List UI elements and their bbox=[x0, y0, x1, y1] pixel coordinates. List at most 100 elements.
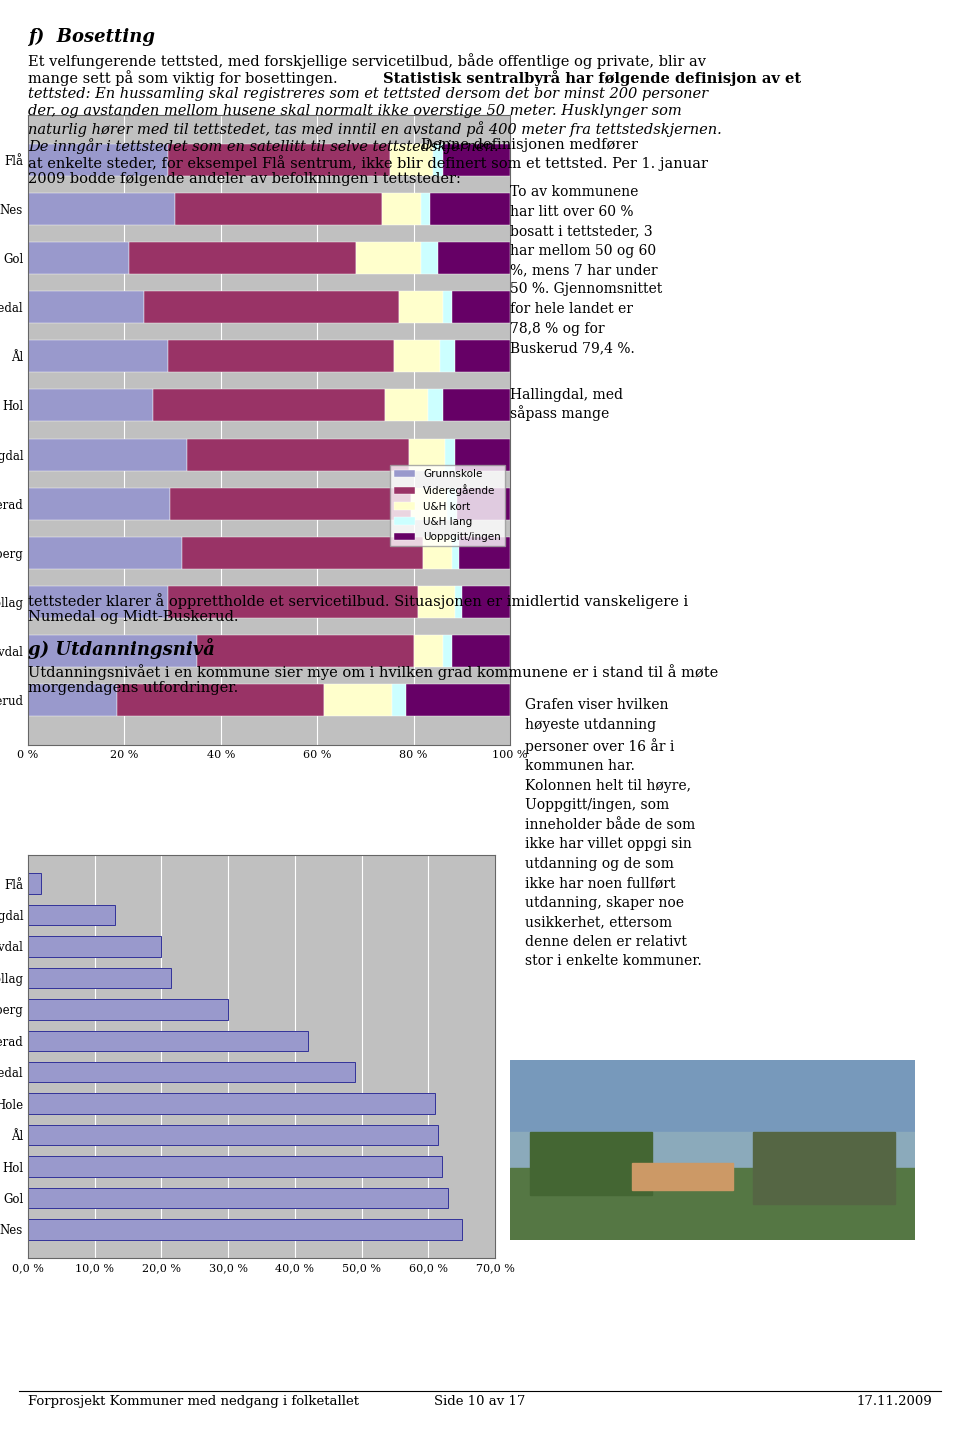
Bar bbox=[447, 488, 457, 519]
Bar bbox=[428, 390, 443, 421]
Bar bbox=[455, 341, 510, 372]
Bar bbox=[411, 488, 447, 519]
Text: f)  Bosetting: f) Bosetting bbox=[28, 27, 155, 46]
Bar bbox=[182, 537, 423, 569]
Bar bbox=[510, 1167, 915, 1240]
Legend: Grunnskole, Videregående, U&H kort, U&H lang, Uoppgitt/ingen: Grunnskole, Videregående, U&H kort, U&H … bbox=[390, 465, 505, 545]
Bar bbox=[510, 1131, 915, 1177]
Text: såpass mange: såpass mange bbox=[510, 405, 610, 421]
Bar bbox=[443, 144, 510, 176]
Text: morgendagens utfordringer.: morgendagens utfordringer. bbox=[28, 681, 238, 696]
Bar bbox=[28, 635, 197, 667]
Bar bbox=[28, 937, 161, 957]
Bar bbox=[385, 390, 428, 421]
Bar bbox=[753, 1131, 895, 1203]
Text: tettsted: En hussamling skal registreres som et tettsted dersom det bor minst 20: tettsted: En hussamling skal registreres… bbox=[28, 87, 708, 101]
Bar bbox=[117, 684, 324, 716]
Bar bbox=[28, 873, 41, 893]
Bar bbox=[392, 684, 406, 716]
Bar bbox=[170, 488, 411, 519]
Bar bbox=[433, 144, 443, 176]
Bar bbox=[414, 635, 443, 667]
Bar bbox=[168, 144, 390, 176]
Bar bbox=[28, 905, 115, 925]
Bar bbox=[443, 291, 452, 323]
Text: g) Utdanningsnivå: g) Utdanningsnivå bbox=[28, 638, 215, 659]
Bar bbox=[28, 1094, 435, 1114]
Bar bbox=[28, 242, 130, 274]
Bar bbox=[28, 1126, 439, 1146]
Text: To av kommunene
har litt over 60 %
bosatt i tettsteder, 3
har mellom 50 og 60
%,: To av kommunene har litt over 60 % bosat… bbox=[510, 185, 662, 355]
Bar bbox=[28, 1188, 448, 1208]
Text: 17.11.2009: 17.11.2009 bbox=[856, 1395, 932, 1408]
Text: 2009 bodde følgende andeler av befolkningen i tettsteder:: 2009 bodde følgende andeler av befolknin… bbox=[28, 172, 461, 186]
Bar bbox=[28, 684, 117, 716]
Text: Utdanningsnivået i en kommune sier mye om i hvilken grad kommunene er i stand ti: Utdanningsnivået i en kommune sier mye o… bbox=[28, 664, 718, 680]
Bar bbox=[168, 341, 395, 372]
Text: Forprosjekt Kommuner med nedgang i folketallet: Forprosjekt Kommuner med nedgang i folke… bbox=[28, 1395, 359, 1408]
Bar bbox=[144, 291, 399, 323]
Bar bbox=[175, 193, 382, 225]
Bar bbox=[28, 1156, 442, 1177]
Bar bbox=[399, 291, 443, 323]
Bar bbox=[28, 439, 187, 470]
Bar bbox=[430, 193, 510, 225]
Bar bbox=[130, 242, 356, 274]
Bar bbox=[452, 291, 510, 323]
Text: Statistisk sentralbyrå har følgende definisjon av et: Statistisk sentralbyrå har følgende defi… bbox=[383, 71, 802, 87]
Bar bbox=[420, 193, 430, 225]
Text: naturlig hører med til tettstedet, tas med inntil en avstand på 400 meter fra te: naturlig hører med til tettstedet, tas m… bbox=[28, 121, 722, 137]
Bar bbox=[510, 1061, 915, 1141]
Bar bbox=[530, 1131, 652, 1195]
Text: tettsteder klarer å opprettholde et servicetilbud. Situasjonen er imidlertid van: tettsteder klarer å opprettholde et serv… bbox=[28, 593, 688, 609]
Bar bbox=[28, 1219, 462, 1240]
Bar bbox=[28, 999, 228, 1020]
Bar bbox=[28, 586, 168, 618]
Text: Numedal og Midt-Buskerud.: Numedal og Midt-Buskerud. bbox=[28, 610, 238, 623]
Bar bbox=[28, 144, 168, 176]
Text: mange sett på som viktig for bosettingen.: mange sett på som viktig for bosettingen… bbox=[28, 71, 343, 87]
Bar bbox=[28, 537, 182, 569]
Bar bbox=[457, 488, 510, 519]
Bar bbox=[423, 537, 452, 569]
Bar bbox=[632, 1163, 732, 1189]
Text: der, og avstanden mellom husene skal normalt ikke overstige 50 meter. Husklynger: der, og avstanden mellom husene skal nor… bbox=[28, 104, 682, 118]
Bar bbox=[444, 439, 455, 470]
Text: Grafen viser hvilken
høyeste utdanning
personer over 16 år i
kommunen har.
Kolon: Grafen viser hvilken høyeste utdanning p… bbox=[525, 698, 702, 968]
Text: Side 10 av 17: Side 10 av 17 bbox=[434, 1395, 526, 1408]
Bar bbox=[382, 193, 420, 225]
Bar bbox=[395, 341, 440, 372]
Bar bbox=[460, 537, 510, 569]
Bar bbox=[168, 586, 419, 618]
Bar bbox=[443, 635, 452, 667]
Bar bbox=[420, 242, 438, 274]
Bar bbox=[28, 1062, 355, 1082]
Bar bbox=[324, 684, 392, 716]
Bar bbox=[28, 291, 144, 323]
Bar bbox=[187, 439, 409, 470]
Bar bbox=[154, 390, 385, 421]
Bar bbox=[455, 586, 462, 618]
Bar bbox=[462, 586, 510, 618]
Bar bbox=[28, 488, 170, 519]
Text: Denne definisjonen medfører: Denne definisjonen medfører bbox=[421, 139, 638, 152]
Text: at enkelte steder, for eksempel Flå sentrum, ikke blir definert som et tettsted.: at enkelte steder, for eksempel Flå sent… bbox=[28, 154, 708, 170]
Bar bbox=[356, 242, 420, 274]
Text: De inngår i tettstedet som en satellitt til selve tettstedskjernen.: De inngår i tettstedet som en satellitt … bbox=[28, 139, 503, 154]
Bar bbox=[406, 684, 510, 716]
Bar bbox=[452, 635, 510, 667]
Text: Et velfungerende tettsted, med forskjellige servicetilbud, både offentlige og pr: Et velfungerende tettsted, med forskjell… bbox=[28, 53, 706, 69]
Bar bbox=[197, 635, 414, 667]
Bar bbox=[390, 144, 433, 176]
Bar bbox=[28, 968, 172, 988]
Bar bbox=[452, 537, 460, 569]
Bar bbox=[440, 341, 455, 372]
Bar bbox=[28, 193, 175, 225]
Bar bbox=[438, 242, 510, 274]
Text: Hallingdal, med: Hallingdal, med bbox=[510, 388, 623, 403]
Bar bbox=[443, 390, 510, 421]
Bar bbox=[28, 1030, 308, 1051]
Bar bbox=[28, 341, 168, 372]
Bar bbox=[28, 390, 154, 421]
Bar bbox=[455, 439, 510, 470]
